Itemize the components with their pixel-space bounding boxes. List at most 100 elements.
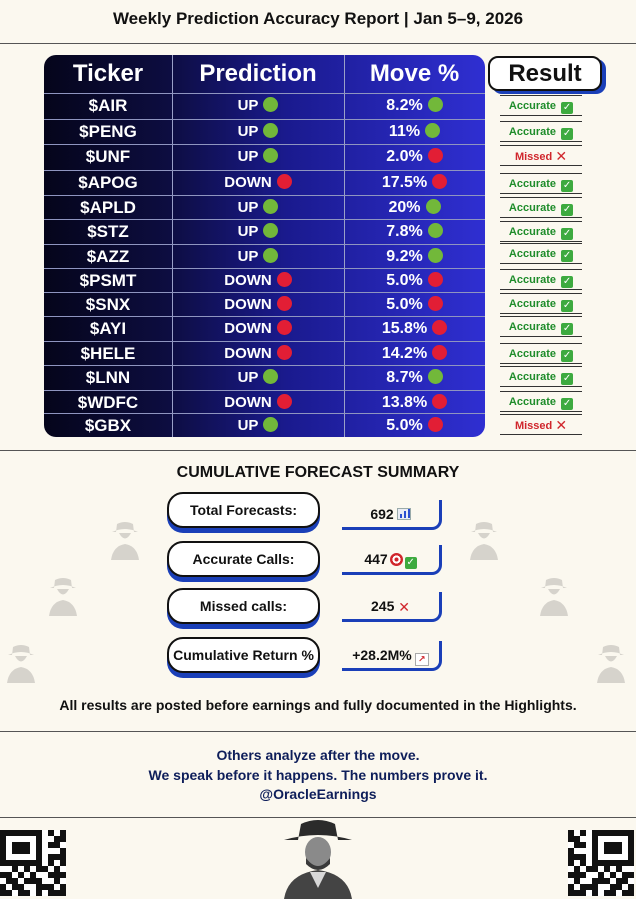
red-dot-icon (432, 393, 448, 409)
ticker-text: $WDFC (77, 392, 139, 412)
cumulative-return-label: Cumulative Return % (167, 637, 320, 673)
total-forecasts-value: 692 (342, 500, 442, 530)
green-dot-icon (425, 122, 441, 138)
table-row: $STZ UP 7.8% (44, 219, 485, 244)
prediction-cell: DOWN (172, 269, 344, 293)
check-icon: ✓ (561, 300, 574, 312)
move-cell: 20% (344, 196, 485, 220)
header-ticker: Ticker (72, 60, 144, 87)
result-cell: Accurate ✓ (500, 221, 582, 242)
check-icon: ✓ (561, 323, 574, 335)
result-text: Accurate (508, 100, 556, 112)
move-text: 5.0% (386, 295, 423, 313)
result-text: Accurate (508, 371, 556, 383)
check-icon: ✓ (561, 204, 574, 216)
move-text: 17.5% (381, 173, 428, 191)
red-dot-icon (427, 148, 443, 163)
green-dot-icon (263, 97, 279, 112)
prediction-cell: UP (172, 245, 344, 269)
cowboy-silhouette-icon (49, 578, 77, 616)
move-text: 14.2% (381, 344, 428, 362)
result-cell: Accurate ✓ (500, 173, 582, 194)
prediction-cell: DOWN (172, 391, 344, 415)
red-dot-icon (276, 271, 292, 287)
column-divider (344, 55, 345, 437)
ticker-cell: $SNX (44, 293, 172, 317)
result-text: Missed (514, 420, 553, 432)
green-dot-icon (263, 417, 279, 432)
move-text: 13.8% (381, 393, 428, 411)
result-text: Accurate (508, 321, 556, 333)
prediction-cell: DOWN (172, 293, 344, 317)
ticker-text: $HELE (80, 343, 136, 363)
table-row: $APLD UP 20% (44, 194, 485, 220)
qr-code-left[interactable] (0, 830, 66, 896)
check-icon: ✓ (561, 250, 574, 262)
prediction-text: DOWN (224, 393, 272, 411)
red-dot-icon (276, 173, 292, 189)
ticker-text: $AZZ (86, 246, 130, 266)
qr-code-right[interactable] (568, 830, 634, 896)
missed-calls-label: Missed calls: (167, 588, 320, 624)
result-cell: Accurate ✓ (500, 197, 582, 218)
column-divider (172, 55, 173, 437)
move-cell: 5.0% (344, 269, 485, 293)
ticker-cell: $AIR (44, 94, 172, 118)
ticker-cell: $WDFC (44, 391, 172, 415)
ticker-cell: $APOG (44, 171, 172, 195)
ticker-text: $UNF (85, 147, 131, 166)
red-dot-icon (276, 344, 292, 360)
move-text: 5.0% (386, 271, 423, 289)
green-dot-icon (427, 247, 443, 263)
green-dot-icon (427, 223, 443, 238)
move-cell: 8.2% (344, 94, 485, 118)
table-row: $PENG UP 11% (44, 118, 485, 144)
move-cell: 11% (344, 120, 485, 144)
accurate-calls-value: 447 ✓ (342, 545, 442, 575)
ticker-cell: $PENG (44, 120, 172, 144)
green-dot-icon (263, 247, 279, 263)
red-dot-icon (427, 271, 443, 287)
green-dot-icon (263, 198, 279, 214)
prediction-text: DOWN (224, 344, 272, 362)
header-prediction: Prediction (199, 60, 317, 87)
move-cell: 13.8% (344, 391, 485, 415)
ticker-cell: $APLD (44, 196, 172, 220)
cowboy-silhouette-icon (540, 578, 568, 616)
red-dot-icon (276, 295, 292, 311)
move-text: 5.0% (386, 417, 423, 434)
missed-calls-number: 245 (371, 598, 395, 614)
green-dot-icon (427, 97, 443, 112)
prediction-text: DOWN (224, 295, 272, 313)
cowboy-silhouette-icon (470, 522, 498, 560)
prediction-text: UP (237, 223, 259, 240)
cowboy-silhouette-icon (7, 645, 35, 683)
divider-middle (0, 450, 636, 451)
account-handle: @OracleEarnings (259, 786, 377, 802)
red-dot-icon (432, 320, 448, 335)
cross-icon: ✕ (555, 148, 568, 164)
ticker-text: $STZ (87, 222, 129, 241)
prediction-cell: UP (172, 94, 344, 118)
green-dot-icon (263, 369, 279, 384)
move-cell: 2.0% (344, 145, 485, 169)
total-forecasts-label: Total Forecasts: (167, 492, 320, 528)
prediction-table: Ticker Prediction Move % $AIR UP 8.2% $PENG… (44, 55, 485, 437)
result-cell: Accurate ✓ (500, 343, 582, 364)
check-icon: ✓ (561, 276, 574, 288)
cross-icon: ✕ (555, 417, 568, 433)
accurate-calls-number: 447 (364, 551, 388, 567)
cowboy-silhouette-icon (597, 645, 625, 683)
prediction-text: UP (237, 417, 259, 434)
result-text: Accurate (508, 202, 556, 214)
move-cell: 14.2% (344, 342, 485, 366)
move-text: 9.2% (386, 247, 423, 265)
prediction-cell: DOWN (172, 171, 344, 195)
green-dot-icon (263, 223, 279, 238)
move-cell: 5.0% (344, 293, 485, 317)
prediction-cell: DOWN (172, 342, 344, 366)
red-dot-icon (276, 320, 292, 335)
green-dot-icon (263, 122, 279, 138)
result-text: Missed (514, 151, 553, 163)
ticker-cell: $UNF (44, 145, 172, 169)
